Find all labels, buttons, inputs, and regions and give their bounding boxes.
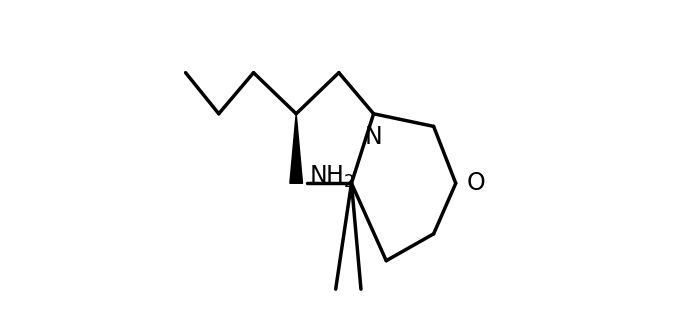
Polygon shape	[290, 114, 302, 183]
Text: NH$_2$: NH$_2$	[308, 164, 354, 190]
Text: O: O	[466, 171, 486, 195]
Text: N: N	[365, 125, 382, 149]
